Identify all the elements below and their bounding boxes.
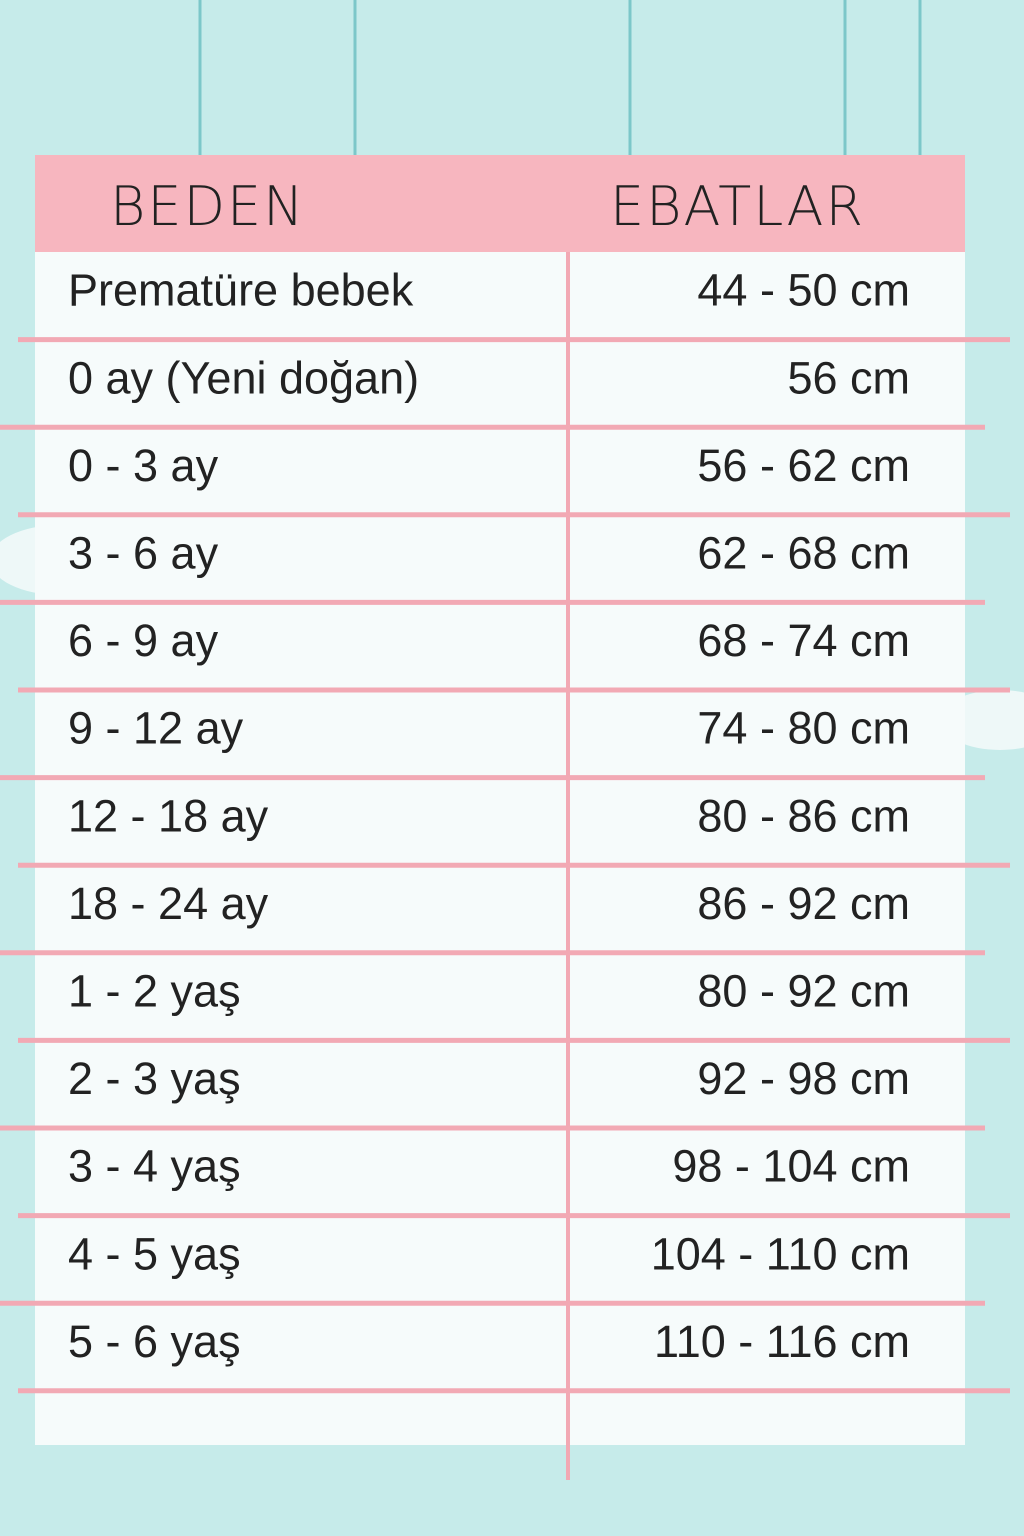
measure-cell: 104 - 110 cm: [651, 1228, 910, 1279]
size-cell: 1 - 2 yaş: [68, 965, 241, 1016]
size-cell: 18 - 24 ay: [68, 878, 269, 929]
size-cell: 0 - 3 ay: [68, 440, 219, 491]
measure-cell: 80 - 92 cm: [697, 965, 910, 1016]
measure-cell: 68 - 74 cm: [697, 615, 910, 666]
measure-cell: 74 - 80 cm: [697, 703, 910, 754]
size-cell: 5 - 6 yaş: [68, 1316, 241, 1367]
size-cell: 2 - 3 yaş: [68, 1053, 241, 1104]
measure-cell: 56 cm: [787, 352, 910, 403]
size-cell: 9 - 12 ay: [68, 703, 244, 754]
measure-cell: 86 - 92 cm: [697, 878, 910, 929]
header-size: BEDEN: [110, 175, 306, 238]
size-cell: 12 - 18 ay: [68, 790, 269, 841]
measure-cell: 44 - 50 cm: [697, 265, 910, 316]
measure-cell: 56 - 62 cm: [697, 440, 910, 491]
measure-cell: 110 - 116 cm: [654, 1316, 910, 1367]
header-band: [35, 155, 965, 252]
hanging-strings: [198, 0, 922, 155]
measure-cell: 98 - 104 cm: [672, 1141, 910, 1192]
size-cell: 6 - 9 ay: [68, 615, 219, 666]
size-cell: 3 - 4 yaş: [68, 1141, 241, 1192]
size-cell: 0 ay (Yeni doğan): [68, 352, 419, 403]
size-cell: 4 - 5 yaş: [68, 1228, 241, 1279]
size-cell: 3 - 6 ay: [68, 527, 219, 578]
measure-cell: 92 - 98 cm: [697, 1053, 910, 1104]
measure-cell: 80 - 86 cm: [697, 790, 910, 841]
size-cell: Prematüre bebek: [68, 265, 414, 316]
card: [35, 155, 965, 1445]
header-measure: EBATLAR: [610, 175, 865, 238]
measure-cell: 62 - 68 cm: [697, 527, 910, 578]
